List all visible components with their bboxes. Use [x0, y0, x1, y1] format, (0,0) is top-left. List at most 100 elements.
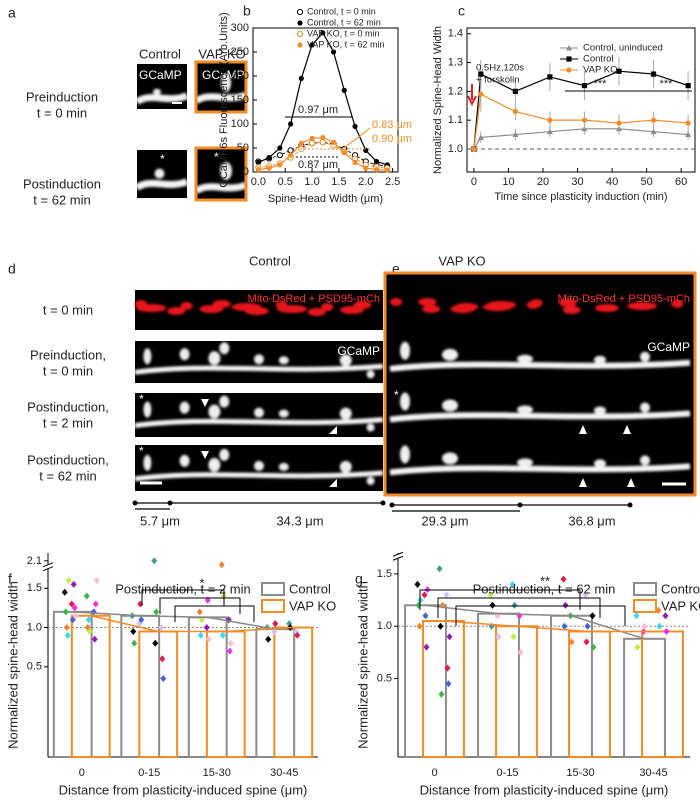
spine: [594, 355, 606, 364]
data-point: [72, 612, 79, 620]
arrowhead: [201, 451, 209, 459]
data-point: [271, 627, 278, 635]
y-tick-label: 200: [231, 70, 249, 82]
data-point: [61, 588, 68, 596]
micrograph-signal: [389, 392, 691, 423]
point: [478, 91, 484, 97]
point: [277, 162, 283, 168]
spine: [208, 351, 221, 366]
puncta: [422, 305, 441, 313]
column-label: VAP KO: [198, 46, 245, 61]
data-point: [489, 601, 496, 609]
point: [341, 150, 347, 156]
spine: [339, 460, 352, 473]
data-point: [151, 557, 158, 565]
micrograph-signal: [135, 168, 189, 191]
point: [363, 165, 369, 171]
plot-frame: [466, 27, 696, 173]
legend-swatch: [261, 599, 285, 613]
puncta: [244, 307, 269, 315]
distance-end: [167, 500, 173, 506]
point: [566, 45, 572, 51]
data-point: [152, 639, 159, 647]
spine: [339, 354, 352, 367]
point: [512, 108, 518, 115]
spine: [366, 423, 375, 432]
spine: [339, 407, 352, 420]
puncta: [562, 306, 581, 314]
spine: [517, 405, 533, 414]
point: [373, 158, 380, 165]
data-point: [663, 627, 670, 635]
distance-end: [380, 500, 386, 506]
data-point: [438, 690, 445, 698]
y-tick-label: 1.4: [448, 28, 463, 40]
micrograph-signal: [389, 341, 691, 372]
puncta: [321, 303, 334, 311]
x-tick-label: 60: [675, 176, 687, 188]
significance-bracket: [437, 597, 601, 618]
spine: [594, 459, 606, 468]
point: [373, 167, 380, 173]
image-label: GCaMP: [139, 68, 182, 82]
point: [616, 68, 622, 74]
annotation: 0.83 μm: [372, 119, 412, 131]
y-tick-label: 1.2: [448, 85, 463, 97]
point: [471, 146, 477, 152]
point: [276, 152, 283, 159]
axis-break: [392, 555, 404, 561]
data-point: [294, 631, 301, 639]
y-tick-label: 1.3: [448, 56, 463, 68]
dendrite: [389, 410, 691, 423]
row-label: Postinduction: [23, 176, 101, 191]
point: [287, 152, 294, 158]
significance: ***: [594, 78, 608, 90]
micrograph-signal: [134, 395, 384, 432]
x-tick-label: 2.5: [385, 176, 400, 188]
data-point: [443, 591, 450, 599]
data-point: [656, 622, 663, 630]
image-border: [194, 60, 248, 114]
y-tick-label: 2.1: [27, 555, 42, 567]
puncta: [307, 308, 326, 316]
micrograph-signal: [134, 342, 384, 379]
distance-label: 29.3 μm: [421, 513, 468, 528]
data-point: [63, 624, 70, 632]
spine: [594, 406, 606, 415]
data-point: [218, 561, 225, 569]
arrowhead: [579, 425, 587, 434]
row-label: t = 0 min: [43, 302, 93, 317]
overlay-label: Mito-DsRed + PSD95-mCh: [248, 293, 380, 305]
data-point: [227, 639, 234, 647]
data-point: [265, 635, 272, 643]
bar: [550, 614, 593, 758]
bar: [568, 630, 611, 759]
data-point: [583, 638, 590, 646]
data-point: [446, 633, 453, 641]
point: [298, 140, 304, 146]
x-axis-label: Distance from plasticity-induced spine (…: [59, 782, 308, 797]
panel-label: b: [243, 3, 251, 19]
data-point: [85, 616, 92, 624]
spine: [640, 455, 650, 466]
y-tick-label: 1.0: [27, 621, 42, 633]
data-point: [634, 643, 641, 651]
row-label: t = 0 min: [43, 363, 93, 378]
point: [309, 42, 315, 48]
plot-frame: [252, 27, 399, 173]
panel-label: f: [8, 571, 12, 587]
y-tick-label: 1.0: [377, 620, 392, 632]
spine: [400, 392, 410, 411]
spine: [442, 348, 458, 361]
data-point: [69, 616, 76, 624]
x-tick-label: 1.0: [304, 176, 319, 188]
data-point: [65, 576, 72, 584]
row-label: Postinduction,: [27, 452, 109, 467]
spine: [143, 454, 152, 471]
puncta: [594, 304, 619, 312]
row-label: t = 2 min: [43, 415, 93, 430]
micrograph-signal: [389, 445, 691, 476]
legend-label: Control: [289, 581, 331, 596]
data-point: [421, 591, 428, 599]
spine: [640, 402, 650, 413]
